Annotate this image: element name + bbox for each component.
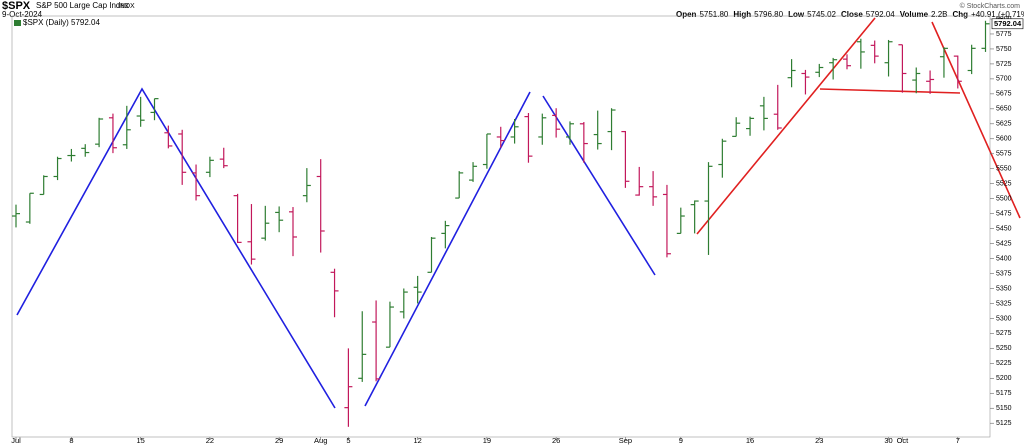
legend-swatch: [14, 20, 21, 26]
index-name: S&P 500 Large Cap Index: [36, 1, 129, 10]
y-tick-label: 5325: [996, 300, 1012, 307]
x-tick-label: Jul: [11, 436, 21, 445]
quote-label: High: [733, 10, 751, 19]
x-tick-label: 30: [884, 436, 892, 445]
quote-bar: Open 5751.80 High 5796.80 Low 5745.02 Close 579…: [676, 10, 1024, 19]
quote-label: Open: [676, 10, 697, 19]
y-tick-label: 5200: [996, 375, 1012, 382]
quote-label: Chg: [953, 10, 969, 19]
x-tick-label: 9: [679, 436, 683, 445]
trendline: [542, 95, 656, 276]
trendline: [16, 87, 336, 409]
quote-label: Close: [841, 10, 863, 19]
x-tick-label: 16: [746, 436, 754, 445]
y-tick-label: 5150: [996, 405, 1012, 412]
last-value-box: [991, 18, 1024, 30]
x-tick-label: 22: [206, 436, 214, 445]
y-tick-label: 5375: [996, 270, 1012, 277]
y-tick-label: 5125: [996, 420, 1012, 427]
symbol: $SPX: [2, 0, 31, 12]
y-tick-label: 5275: [996, 330, 1012, 337]
y-tick-label: 5350: [996, 285, 1012, 292]
y-tick-label: 5500: [996, 195, 1012, 202]
plot-frame: [11, 15, 991, 438]
quote-value: 2.2B: [931, 10, 947, 19]
y-tick-label: 5700: [996, 76, 1012, 83]
quote-value: 5745.02: [807, 10, 836, 19]
quote-value: 5751.80: [699, 10, 728, 19]
y-tick-label: 5550: [996, 166, 1012, 173]
y-tick-label: 5575: [996, 151, 1012, 158]
y-tick-label: 5250: [996, 345, 1012, 352]
x-tick-label: 19: [483, 436, 491, 445]
y-tick-label: 5625: [996, 121, 1012, 128]
y-tick-label: 5425: [996, 240, 1012, 247]
x-tick-label: 7: [956, 436, 960, 445]
y-tick-label: 5600: [996, 136, 1012, 143]
y-tick-label: 5675: [996, 91, 1012, 98]
x-tick-label: 15: [136, 436, 144, 445]
y-tick-label: 5775: [996, 31, 1012, 38]
y-tick-label: 5525: [996, 181, 1012, 188]
trendline: [364, 91, 531, 407]
x-tick-label: Oct: [897, 436, 910, 445]
y-tick-label: 5175: [996, 390, 1012, 397]
trendline: [696, 17, 876, 235]
y-tick-label: 5750: [996, 46, 1012, 53]
date: 9-Oct-2024: [2, 10, 43, 19]
legend-entry: $SPX (Daily) 5792.04: [23, 18, 100, 27]
last-value-label: 5792.04: [994, 19, 1022, 28]
quote-label: Volume: [900, 10, 929, 19]
y-tick-label: 5650: [996, 106, 1012, 113]
x-tick-label: Sep: [619, 436, 632, 445]
x-tick-label: 8: [69, 436, 73, 445]
quote-label: Low: [788, 10, 805, 19]
x-tick-label: 23: [815, 436, 823, 445]
x-tick-label: 5: [346, 436, 350, 445]
x-tick-label: 29: [275, 436, 283, 445]
x-tick-label: 12: [413, 436, 421, 445]
x-tick-label: Aug: [314, 436, 327, 445]
quote-value: 5796.80: [754, 10, 783, 19]
y-tick-label: 5400: [996, 255, 1012, 262]
y-tick-label: 5225: [996, 360, 1012, 367]
y-tick-label: 5300: [996, 315, 1012, 322]
quote-value: 5792.04: [866, 10, 895, 19]
y-tick-label: 5725: [996, 61, 1012, 68]
watermark: © StockCharts.com: [960, 2, 1021, 10]
trendlines: [16, 17, 1021, 409]
trendline: [931, 21, 1021, 219]
x-tick-label: 26: [552, 436, 560, 445]
exchange: INDX: [118, 3, 135, 10]
y-tick-label: 5475: [996, 210, 1012, 217]
y-tick-label: 5450: [996, 225, 1012, 232]
quote-value: +40.91 (+0.71%): [971, 10, 1024, 19]
trendline: [819, 88, 961, 94]
